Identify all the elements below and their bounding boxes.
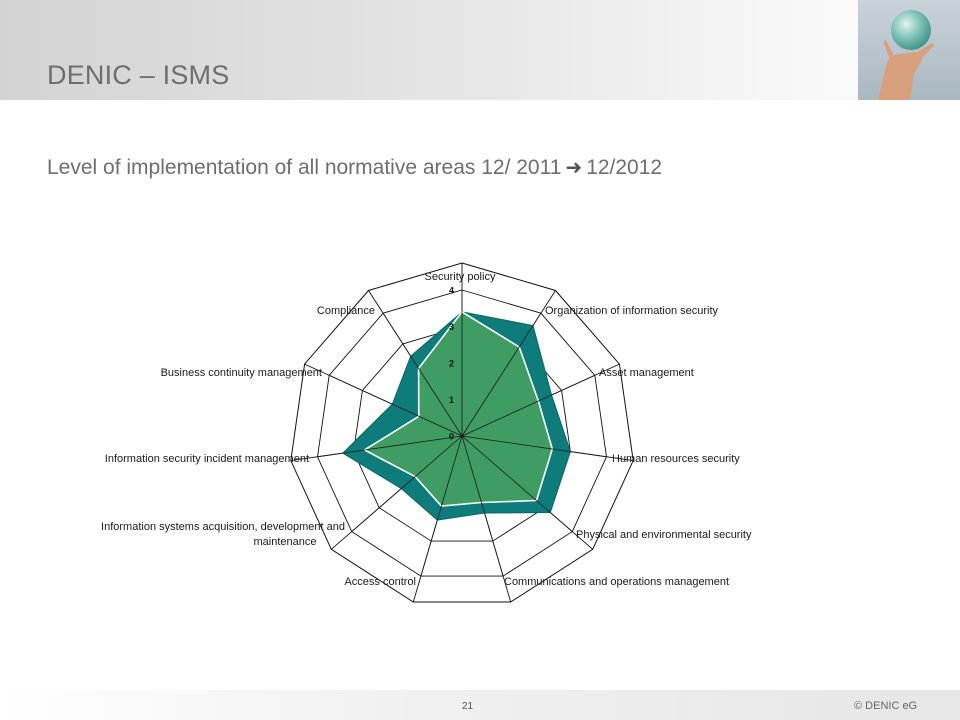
category-label: Asset management [599, 367, 694, 379]
page-title: DENIC – ISMS [47, 60, 230, 90]
radial-tick-label: 4 [449, 286, 454, 296]
subtitle-end: 12/2012 [586, 156, 663, 179]
category-label: Physical and environmental security [576, 529, 752, 541]
grid-ring-3 [353, 326, 571, 542]
series-area-2 [362, 310, 554, 507]
inner-spoke [420, 435, 463, 577]
category-label: Access control [344, 576, 416, 588]
page-number: 21 [462, 701, 474, 712]
radial-tick-label: 3 [449, 322, 454, 332]
inner-spoke [461, 312, 542, 437]
category-label: Business continuity management [161, 367, 322, 379]
grid-ring-4 [317, 289, 607, 577]
radial-tick-label: 2 [449, 359, 454, 369]
subtitle: Level of implementation of all normative… [47, 155, 662, 180]
inner-spoke [382, 312, 463, 437]
inner-spoke [461, 374, 595, 437]
subtitle-start: Level of implementation of all normative… [47, 156, 562, 179]
inner-spoke [461, 435, 573, 532]
arrow-right-icon: ➜ [565, 157, 583, 179]
inner-spoke [317, 435, 463, 458]
category-label: Organization of information security [545, 305, 719, 317]
copyright-notice: © DENIC eG [854, 700, 918, 712]
category-label: Security policy [425, 271, 496, 283]
category-label: Human resources security [612, 453, 740, 465]
category-label: Compliance [317, 305, 375, 317]
category-label: Communications and operations management [504, 576, 729, 588]
inner-spoke [329, 374, 463, 437]
inner-spoke [461, 435, 607, 458]
category-label: Information systems acquisition, develop… [101, 521, 345, 548]
radial-tick-label: 0 [449, 432, 454, 442]
header-band [0, 0, 960, 100]
inner-spoke [351, 435, 463, 532]
inner-spoke [461, 435, 504, 577]
footer-band [0, 690, 960, 720]
category-label: Information security incident management [105, 453, 309, 465]
radial-tick-label: 1 [449, 395, 454, 405]
hand-holding-sphere-photo [858, 0, 960, 100]
